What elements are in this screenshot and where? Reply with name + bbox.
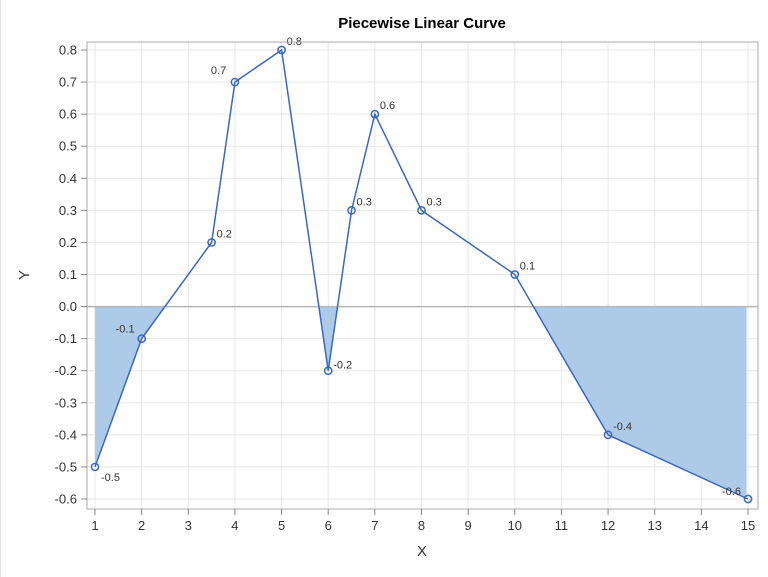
data-label: -0.4	[613, 421, 632, 433]
data-label: -0.5	[101, 472, 120, 484]
x-axis-label: X	[417, 543, 427, 560]
y-tick-label: -0.3	[55, 395, 77, 410]
y-tick-label: -0.1	[55, 331, 77, 346]
data-label: -0.1	[116, 324, 135, 336]
data-label: 0.7	[211, 65, 226, 77]
x-tick-label: 10	[508, 518, 522, 533]
negative-area	[95, 306, 747, 499]
y-tick-label: 0.6	[59, 107, 77, 122]
x-tick-label: 9	[465, 518, 472, 533]
x-tick-label: 12	[601, 518, 615, 533]
y-tick-label: 0.8	[59, 43, 77, 58]
y-tick-label: -0.5	[55, 459, 77, 474]
data-label: -0.6	[722, 486, 741, 498]
y-tick-label: 0.3	[59, 203, 77, 218]
data-point	[277, 45, 286, 55]
y-axis: -0.6 -0.5 -0.4 -0.3 -0.2 -0.1 0.0 0.1 0.2 0.3 0.4 0…	[55, 43, 87, 507]
x-tick-label: 4	[231, 518, 238, 533]
data-point	[230, 77, 240, 87]
x-tick-label: 11	[555, 518, 569, 533]
x-tick-label: 14	[694, 518, 708, 533]
data-points	[90, 45, 753, 504]
x-tick-label: 8	[418, 518, 425, 533]
chart-title: Piecewise Linear Curve	[338, 15, 506, 32]
x-tick-label: 1	[91, 518, 98, 533]
y-tick-label: 0.4	[59, 171, 77, 186]
data-point	[743, 494, 753, 504]
y-tick-label: 0.7	[59, 75, 77, 90]
data-label: 0.3	[427, 196, 442, 208]
data-point	[370, 109, 380, 119]
data-point	[90, 462, 100, 472]
data-point	[137, 334, 146, 343]
y-tick-label: 0.2	[59, 235, 77, 250]
y-tick-label: 0.0	[59, 299, 77, 314]
x-tick-label: 6	[325, 518, 332, 533]
x-tick-label: 5	[278, 518, 285, 533]
y-tick-label: 0.1	[59, 267, 77, 282]
data-point	[417, 206, 426, 215]
data-point	[510, 270, 520, 279]
x-tick-label: 2	[138, 518, 145, 533]
data-labels: -0.5-0.10.20.70.8-0.20.30.60.30.1-0.4-0.…	[101, 36, 741, 498]
data-label: -0.2	[333, 360, 352, 372]
data-point	[603, 430, 613, 440]
plot-frame	[86, 41, 759, 510]
y-tick-label: -0.6	[55, 492, 77, 507]
data-label: 0.1	[520, 261, 535, 273]
data-label: 0.2	[217, 228, 232, 240]
curve-line	[94, 48, 749, 500]
x-tick-label: 3	[185, 518, 192, 533]
data-label: 0.6	[380, 100, 395, 112]
data-label: 0.3	[357, 196, 372, 208]
data-point	[347, 206, 356, 215]
series-line	[94, 48, 749, 500]
y-axis-label: Y	[16, 270, 33, 280]
y-tick-label: -0.4	[55, 427, 77, 442]
data-point	[323, 366, 333, 376]
data-point	[207, 238, 216, 247]
x-tick-label: 13	[647, 518, 661, 533]
x-axis: 1 2 3 4 5 6 7 8 9 10 11 12 13 14 15	[91, 509, 755, 533]
x-tick-label: 15	[741, 518, 755, 533]
y-tick-label: 0.5	[59, 139, 77, 154]
negative-area-fill	[95, 306, 747, 499]
x-tick-label: 7	[371, 518, 378, 533]
y-tick-label: -0.2	[55, 363, 77, 378]
